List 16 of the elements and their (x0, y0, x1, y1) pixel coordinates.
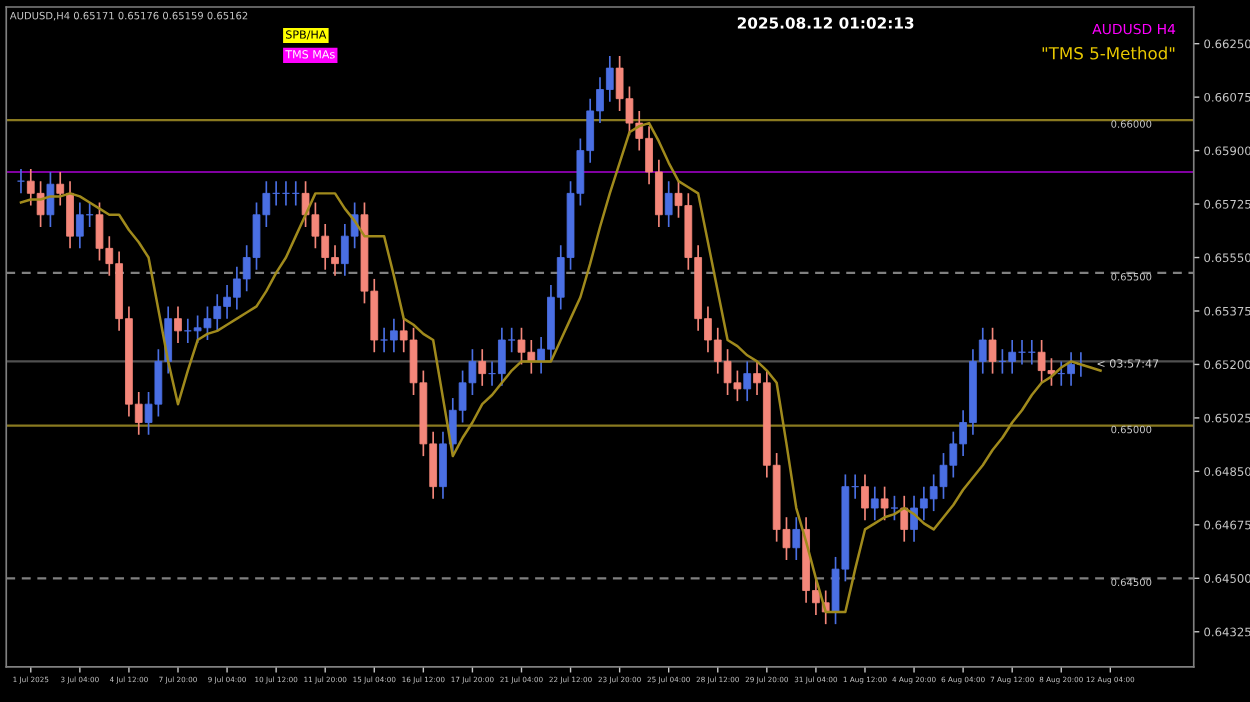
candlestick (174, 305, 182, 344)
candlestick (478, 348, 487, 387)
candlestick (66, 180, 74, 250)
annotation: "TMS 5-Method" (1042, 46, 1175, 60)
candlestick (900, 494, 909, 543)
candlestick (46, 171, 55, 228)
candlestick (792, 516, 801, 561)
candlestick (861, 473, 869, 522)
candlestick (743, 360, 752, 402)
candlestick (56, 171, 65, 207)
candlestick (890, 494, 899, 522)
candlestick (664, 180, 673, 228)
candlestick (880, 485, 889, 522)
candlestick (870, 485, 879, 522)
candlestick (988, 326, 997, 375)
line-series (19, 121, 1102, 614)
